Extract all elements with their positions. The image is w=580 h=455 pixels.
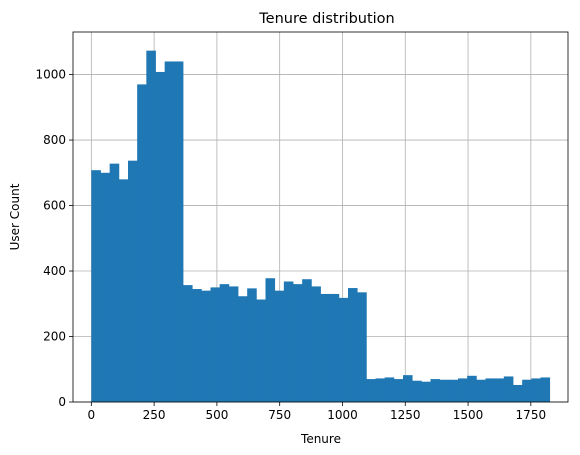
histogram-bar xyxy=(128,160,138,402)
histogram-bar xyxy=(238,296,248,402)
histogram-bar xyxy=(403,375,413,402)
x-tick-label: 1250 xyxy=(390,408,421,422)
histogram-bar xyxy=(485,378,496,402)
histogram-bar xyxy=(183,285,193,402)
y-axis-label: User Count xyxy=(8,183,22,250)
histogram-bar xyxy=(302,279,312,402)
x-axis-ticks: 0 250 500 750 1000 1250 1500 1750 xyxy=(88,402,547,422)
histogram-bar xyxy=(348,288,358,402)
histogram-bar xyxy=(458,378,468,402)
histogram-bar xyxy=(201,290,211,402)
histogram-bar xyxy=(329,293,340,402)
histogram-bar xyxy=(338,297,349,402)
histogram-bar xyxy=(375,378,386,402)
histogram-bar xyxy=(118,179,129,402)
histogram-bar xyxy=(384,377,395,402)
histogram-bar xyxy=(503,376,514,402)
histogram-bar xyxy=(274,290,285,402)
x-tick-label: 1000 xyxy=(327,408,358,422)
histogram-bar xyxy=(155,71,166,402)
x-tick-label: 0 xyxy=(88,408,96,422)
histogram-bar xyxy=(430,379,441,402)
y-tick-label: 0 xyxy=(58,395,66,409)
x-tick-label: 1750 xyxy=(516,408,547,422)
histogram-bar xyxy=(173,61,184,402)
histogram-bar xyxy=(393,379,404,402)
y-tick-label: 600 xyxy=(43,199,66,213)
y-tick-label: 1000 xyxy=(35,68,66,82)
x-tick-label: 250 xyxy=(143,408,166,422)
histogram-bar xyxy=(421,381,431,402)
histogram-bar xyxy=(210,287,221,402)
histogram-bar xyxy=(531,378,541,402)
histogram-bar xyxy=(513,384,523,402)
bars xyxy=(91,50,551,403)
y-tick-label: 400 xyxy=(43,264,66,278)
x-tick-label: 1500 xyxy=(453,408,484,422)
histogram-bar xyxy=(467,375,477,402)
histogram-bar xyxy=(100,172,111,402)
histogram-bar xyxy=(146,50,156,402)
histogram-bar xyxy=(448,379,459,402)
y-tick-label: 800 xyxy=(43,133,66,147)
histogram-bar xyxy=(439,379,450,402)
histogram-bar xyxy=(192,289,202,402)
histogram-bar xyxy=(320,293,331,402)
histogram-bar xyxy=(247,288,257,402)
x-axis-label: Tenure xyxy=(300,432,341,446)
histogram-bar xyxy=(357,292,367,402)
histogram-bar xyxy=(494,378,505,402)
histogram-bar xyxy=(293,284,303,402)
histogram-bar xyxy=(265,278,276,402)
histogram-bar xyxy=(476,379,486,402)
histogram-bar xyxy=(256,299,266,402)
histogram-bar xyxy=(366,379,376,402)
y-tick-label: 200 xyxy=(43,330,66,344)
histogram-bar xyxy=(522,379,532,402)
histogram-bar xyxy=(91,170,101,402)
histogram-bar xyxy=(311,286,321,402)
histogram-bar xyxy=(137,84,147,403)
histogram-bar xyxy=(412,380,422,402)
histogram-bar xyxy=(219,284,230,402)
y-axis-ticks: 0 200 400 600 800 1000 xyxy=(35,68,73,409)
plot-frame xyxy=(72,31,569,403)
x-tick-label: 500 xyxy=(205,408,228,422)
histogram-bar xyxy=(283,281,294,402)
histogram-bar xyxy=(109,163,120,402)
histogram-bar xyxy=(164,61,175,402)
histogram-bar xyxy=(540,377,551,402)
histogram-bar xyxy=(228,286,239,402)
x-tick-label: 750 xyxy=(268,408,291,422)
chart-title: Tenure distribution xyxy=(258,11,395,27)
